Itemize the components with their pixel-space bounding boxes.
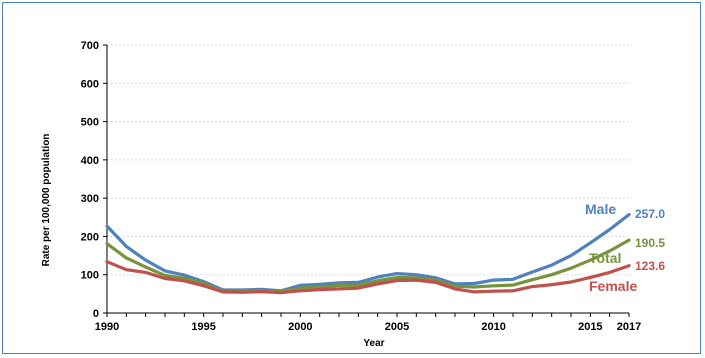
axes xyxy=(103,44,630,317)
x-tick-label-1995: 1995 xyxy=(191,321,215,333)
x-tick-label-2000: 2000 xyxy=(288,321,312,333)
x-tick-label-1990: 1990 xyxy=(95,321,119,333)
y-tick-label-500: 500 xyxy=(81,117,99,129)
series-line-female xyxy=(105,260,631,295)
y-tick-label-600: 600 xyxy=(81,78,99,90)
series-end-value-male: 257.0 xyxy=(635,207,665,221)
series-line-total xyxy=(105,238,631,294)
y-tick-label-100: 100 xyxy=(81,270,99,282)
chart-frame: 0 100 200 300 400 500 600 700 1990 1995 2000 2005 2… xyxy=(2,2,701,354)
x-tick-labels: 1990 1995 2000 2005 2010 2015 2017 xyxy=(95,321,641,333)
y-tick-label-300: 300 xyxy=(81,193,99,205)
series-name-total: Total xyxy=(589,250,621,266)
series-labels: Male 257.0 Total 190.5 Female 123.6 xyxy=(585,201,665,294)
series-name-male: Male xyxy=(585,201,616,217)
x-tick-label-2015: 2015 xyxy=(578,321,602,333)
y-axis-title: Rate per 100,000 population xyxy=(41,134,52,267)
y-tick-label-400: 400 xyxy=(81,155,99,167)
series-lines xyxy=(105,213,631,295)
series-end-value-total: 190.5 xyxy=(635,236,665,250)
line-chart: 0 100 200 300 400 500 600 700 1990 1995 2000 2005 2… xyxy=(41,40,665,349)
x-tick-label-2017: 2017 xyxy=(617,321,641,333)
x-axis-title: Year xyxy=(363,338,384,349)
x-tick-label-2010: 2010 xyxy=(481,321,505,333)
series-name-female: Female xyxy=(589,278,637,294)
series-line-male xyxy=(105,213,631,293)
y-tick-label-200: 200 xyxy=(81,231,99,243)
y-tick-label-700: 700 xyxy=(81,40,99,52)
y-tick-labels: 0 100 200 300 400 500 600 700 xyxy=(81,40,99,320)
gridlines xyxy=(107,44,629,276)
y-tick-label-0: 0 xyxy=(93,308,99,320)
x-tick-label-2005: 2005 xyxy=(385,321,409,333)
series-end-value-female: 123.6 xyxy=(635,259,665,273)
